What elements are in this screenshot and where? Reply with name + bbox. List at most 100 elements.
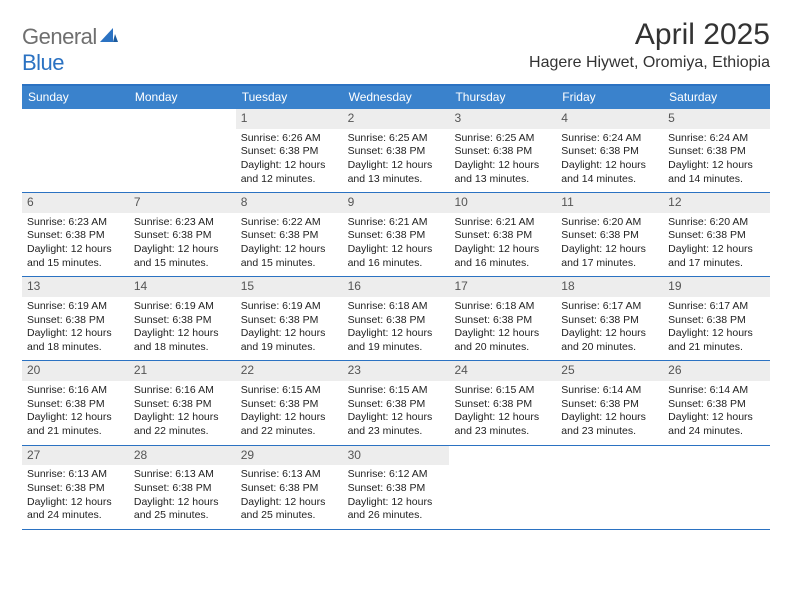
day-body: Sunrise: 6:15 AMSunset: 6:38 PMDaylight:… xyxy=(449,381,556,445)
day-number: 19 xyxy=(663,277,770,297)
sunrise-line: Sunrise: 6:20 AM xyxy=(668,216,765,230)
day-number: 26 xyxy=(663,361,770,381)
daylight-line: Daylight: 12 hours and 19 minutes. xyxy=(348,327,445,354)
sunset-line: Sunset: 6:38 PM xyxy=(348,482,445,496)
day-cell: 21Sunrise: 6:16 AMSunset: 6:38 PMDayligh… xyxy=(129,361,236,444)
day-body: Sunrise: 6:12 AMSunset: 6:38 PMDaylight:… xyxy=(343,465,450,529)
location: Hagere Hiywet, Oromiya, Ethiopia xyxy=(529,54,770,72)
sunset-line: Sunset: 6:38 PM xyxy=(561,145,658,159)
sunset-line: Sunset: 6:38 PM xyxy=(27,229,124,243)
sunset-line: Sunset: 6:38 PM xyxy=(134,314,231,328)
daylight-line: Daylight: 12 hours and 24 minutes. xyxy=(27,496,124,523)
daylight-line: Daylight: 12 hours and 14 minutes. xyxy=(561,159,658,186)
daylight-line: Daylight: 12 hours and 22 minutes. xyxy=(134,411,231,438)
sunrise-line: Sunrise: 6:24 AM xyxy=(668,132,765,146)
sunrise-line: Sunrise: 6:16 AM xyxy=(27,384,124,398)
sunset-line: Sunset: 6:38 PM xyxy=(454,314,551,328)
sunrise-line: Sunrise: 6:20 AM xyxy=(561,216,658,230)
day-number: 15 xyxy=(236,277,343,297)
day-body: Sunrise: 6:21 AMSunset: 6:38 PMDaylight:… xyxy=(343,213,450,277)
week-row: 13Sunrise: 6:19 AMSunset: 6:38 PMDayligh… xyxy=(22,277,770,361)
day-body: Sunrise: 6:20 AMSunset: 6:38 PMDaylight:… xyxy=(663,213,770,277)
sunset-line: Sunset: 6:38 PM xyxy=(668,145,765,159)
day-number: 28 xyxy=(129,446,236,466)
day-body: Sunrise: 6:15 AMSunset: 6:38 PMDaylight:… xyxy=(236,381,343,445)
daylight-line: Daylight: 12 hours and 15 minutes. xyxy=(27,243,124,270)
day-body: Sunrise: 6:19 AMSunset: 6:38 PMDaylight:… xyxy=(22,297,129,361)
sunrise-line: Sunrise: 6:23 AM xyxy=(27,216,124,230)
calendar-weeks: 1Sunrise: 6:26 AMSunset: 6:38 PMDaylight… xyxy=(22,109,770,530)
day-body: Sunrise: 6:22 AMSunset: 6:38 PMDaylight:… xyxy=(236,213,343,277)
sunrise-line: Sunrise: 6:21 AM xyxy=(454,216,551,230)
sunrise-line: Sunrise: 6:14 AM xyxy=(561,384,658,398)
sunrise-line: Sunrise: 6:13 AM xyxy=(241,468,338,482)
day-body: Sunrise: 6:14 AMSunset: 6:38 PMDaylight:… xyxy=(663,381,770,445)
day-number: 6 xyxy=(22,193,129,213)
sunset-line: Sunset: 6:38 PM xyxy=(454,145,551,159)
daylight-line: Daylight: 12 hours and 17 minutes. xyxy=(668,243,765,270)
header: General Blue April 2025 Hagere Hiywet, O… xyxy=(22,18,770,76)
day-body: Sunrise: 6:18 AMSunset: 6:38 PMDaylight:… xyxy=(449,297,556,361)
daylight-line: Daylight: 12 hours and 20 minutes. xyxy=(561,327,658,354)
daylight-line: Daylight: 12 hours and 15 minutes. xyxy=(134,243,231,270)
sunset-line: Sunset: 6:38 PM xyxy=(134,229,231,243)
sunset-line: Sunset: 6:38 PM xyxy=(241,314,338,328)
day-number: 11 xyxy=(556,193,663,213)
sunrise-line: Sunrise: 6:13 AM xyxy=(27,468,124,482)
daylight-line: Daylight: 12 hours and 18 minutes. xyxy=(134,327,231,354)
day-number: 29 xyxy=(236,446,343,466)
daylight-line: Daylight: 12 hours and 16 minutes. xyxy=(454,243,551,270)
day-number: 22 xyxy=(236,361,343,381)
day-body: Sunrise: 6:15 AMSunset: 6:38 PMDaylight:… xyxy=(343,381,450,445)
sunset-line: Sunset: 6:38 PM xyxy=(454,229,551,243)
calendar-page: General Blue April 2025 Hagere Hiywet, O… xyxy=(0,0,792,540)
day-number: 12 xyxy=(663,193,770,213)
sunset-line: Sunset: 6:38 PM xyxy=(134,398,231,412)
sunrise-line: Sunrise: 6:26 AM xyxy=(241,132,338,146)
day-number: 21 xyxy=(129,361,236,381)
day-cell: 19Sunrise: 6:17 AMSunset: 6:38 PMDayligh… xyxy=(663,277,770,360)
day-cell: 10Sunrise: 6:21 AMSunset: 6:38 PMDayligh… xyxy=(449,193,556,276)
day-number: 16 xyxy=(343,277,450,297)
day-body: Sunrise: 6:25 AMSunset: 6:38 PMDaylight:… xyxy=(343,129,450,193)
daylight-line: Daylight: 12 hours and 14 minutes. xyxy=(668,159,765,186)
empty-day-number xyxy=(129,109,236,129)
day-number: 7 xyxy=(129,193,236,213)
empty-day-cell xyxy=(449,446,556,529)
sunrise-line: Sunrise: 6:14 AM xyxy=(668,384,765,398)
day-cell: 29Sunrise: 6:13 AMSunset: 6:38 PMDayligh… xyxy=(236,446,343,529)
daylight-line: Daylight: 12 hours and 20 minutes. xyxy=(454,327,551,354)
daylight-line: Daylight: 12 hours and 15 minutes. xyxy=(241,243,338,270)
day-body: Sunrise: 6:13 AMSunset: 6:38 PMDaylight:… xyxy=(236,465,343,529)
sunrise-line: Sunrise: 6:21 AM xyxy=(348,216,445,230)
day-cell: 22Sunrise: 6:15 AMSunset: 6:38 PMDayligh… xyxy=(236,361,343,444)
day-body: Sunrise: 6:13 AMSunset: 6:38 PMDaylight:… xyxy=(22,465,129,529)
day-cell: 14Sunrise: 6:19 AMSunset: 6:38 PMDayligh… xyxy=(129,277,236,360)
day-number: 23 xyxy=(343,361,450,381)
day-cell: 8Sunrise: 6:22 AMSunset: 6:38 PMDaylight… xyxy=(236,193,343,276)
sunset-line: Sunset: 6:38 PM xyxy=(561,398,658,412)
sunset-line: Sunset: 6:38 PM xyxy=(241,482,338,496)
week-row: 1Sunrise: 6:26 AMSunset: 6:38 PMDaylight… xyxy=(22,109,770,193)
day-body: Sunrise: 6:16 AMSunset: 6:38 PMDaylight:… xyxy=(129,381,236,445)
day-cell: 27Sunrise: 6:13 AMSunset: 6:38 PMDayligh… xyxy=(22,446,129,529)
day-body: Sunrise: 6:14 AMSunset: 6:38 PMDaylight:… xyxy=(556,381,663,445)
daylight-line: Daylight: 12 hours and 21 minutes. xyxy=(668,327,765,354)
day-cell: 23Sunrise: 6:15 AMSunset: 6:38 PMDayligh… xyxy=(343,361,450,444)
empty-day-number xyxy=(22,109,129,129)
weekday-header: Friday xyxy=(556,86,663,109)
sunrise-line: Sunrise: 6:15 AM xyxy=(241,384,338,398)
day-cell: 9Sunrise: 6:21 AMSunset: 6:38 PMDaylight… xyxy=(343,193,450,276)
logo: General Blue xyxy=(22,18,118,76)
sunrise-line: Sunrise: 6:18 AM xyxy=(454,300,551,314)
weekday-header: Sunday xyxy=(22,86,129,109)
day-cell: 1Sunrise: 6:26 AMSunset: 6:38 PMDaylight… xyxy=(236,109,343,192)
day-cell: 17Sunrise: 6:18 AMSunset: 6:38 PMDayligh… xyxy=(449,277,556,360)
day-cell: 13Sunrise: 6:19 AMSunset: 6:38 PMDayligh… xyxy=(22,277,129,360)
daylight-line: Daylight: 12 hours and 26 minutes. xyxy=(348,496,445,523)
sunrise-line: Sunrise: 6:19 AM xyxy=(134,300,231,314)
day-body: Sunrise: 6:19 AMSunset: 6:38 PMDaylight:… xyxy=(129,297,236,361)
sunset-line: Sunset: 6:38 PM xyxy=(561,229,658,243)
logo-word-2: Blue xyxy=(22,50,64,75)
day-cell: 5Sunrise: 6:24 AMSunset: 6:38 PMDaylight… xyxy=(663,109,770,192)
